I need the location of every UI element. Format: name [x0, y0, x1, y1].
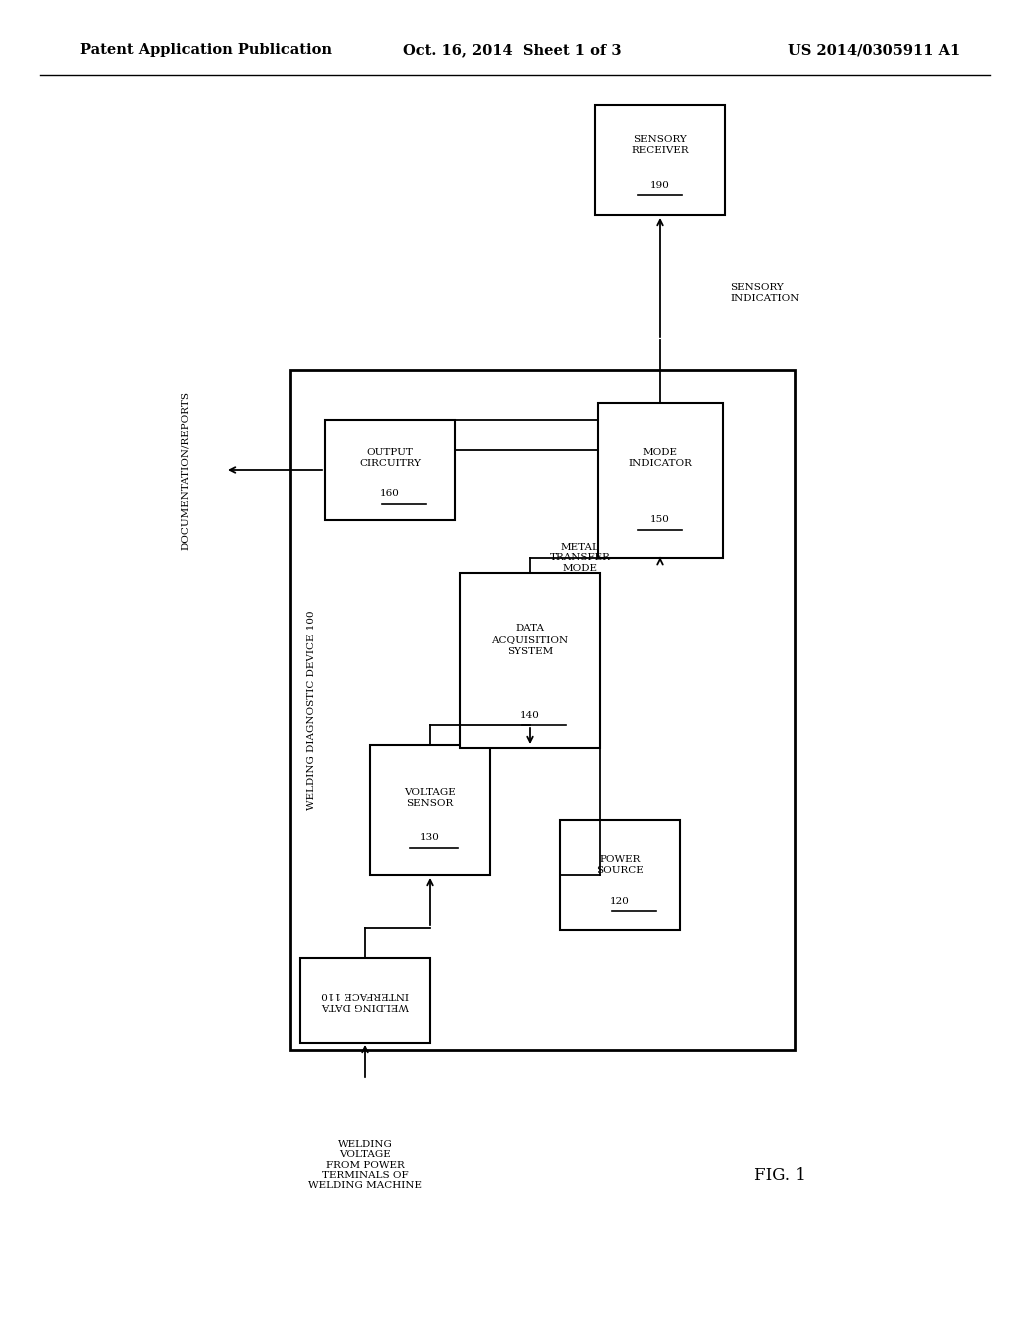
- Text: WELDING
VOLTAGE
FROM POWER
TERMINALS OF
WELDING MACHINE: WELDING VOLTAGE FROM POWER TERMINALS OF …: [308, 1139, 422, 1191]
- Bar: [460, 573, 600, 747]
- Bar: [560, 820, 680, 931]
- Text: Patent Application Publication: Patent Application Publication: [80, 44, 332, 57]
- Bar: [597, 403, 723, 557]
- Text: 190: 190: [650, 181, 670, 190]
- Text: MODE
INDICATOR: MODE INDICATOR: [628, 447, 692, 469]
- Text: SENSORY
RECEIVER: SENSORY RECEIVER: [631, 135, 689, 156]
- Text: OUTPUT
CIRCUITRY: OUTPUT CIRCUITRY: [359, 447, 421, 469]
- Text: 130: 130: [420, 833, 440, 842]
- Text: DOCUMENTATION/REPORTS: DOCUMENTATION/REPORTS: [180, 391, 189, 549]
- Text: 160: 160: [380, 490, 400, 499]
- Bar: [325, 420, 455, 520]
- Text: WELDING DATA
INTERFACE 110: WELDING DATA INTERFACE 110: [322, 990, 409, 1010]
- Text: 120: 120: [610, 896, 630, 906]
- Bar: [595, 106, 725, 215]
- Text: VOLTAGE
SENSOR: VOLTAGE SENSOR: [404, 788, 456, 808]
- Text: Oct. 16, 2014  Sheet 1 of 3: Oct. 16, 2014 Sheet 1 of 3: [402, 44, 622, 57]
- Text: WELDING DIAGNOSTIC DEVICE 100: WELDING DIAGNOSTIC DEVICE 100: [307, 610, 316, 809]
- Bar: [370, 744, 490, 875]
- Text: POWER
SOURCE: POWER SOURCE: [596, 854, 644, 875]
- Bar: [300, 957, 430, 1043]
- Bar: [290, 370, 795, 1049]
- Text: 140: 140: [520, 710, 540, 719]
- Text: US 2014/0305911 A1: US 2014/0305911 A1: [787, 44, 961, 57]
- Text: SENSORY
INDICATION: SENSORY INDICATION: [730, 284, 800, 302]
- Text: FIG. 1: FIG. 1: [754, 1167, 806, 1184]
- Text: METAL
TRANSFER
MODE: METAL TRANSFER MODE: [550, 543, 610, 573]
- Text: DATA
ACQUISITION
SYSTEM: DATA ACQUISITION SYSTEM: [492, 624, 568, 656]
- Text: 150: 150: [650, 516, 670, 524]
